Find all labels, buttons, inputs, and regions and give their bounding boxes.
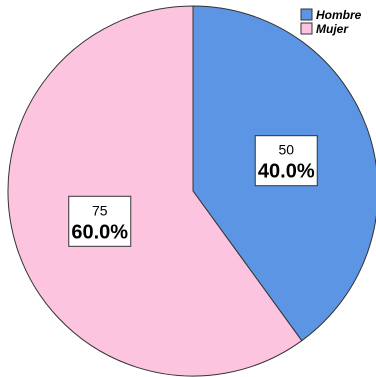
data-label-box bbox=[254, 135, 318, 187]
data-label-count: 75 bbox=[92, 202, 108, 218]
legend-label-hombre: Hombre bbox=[316, 8, 362, 22]
pie-slices bbox=[7, 5, 376, 377]
pie-slice-mujer bbox=[7, 5, 303, 377]
pie-labels: 50 40.0% 75 60.0% bbox=[68, 135, 318, 247]
data-label-percent: 40.0% bbox=[258, 161, 315, 183]
data-label-count: 50 bbox=[278, 142, 294, 158]
data-label-hombre: 50 40.0% bbox=[254, 135, 318, 187]
data-label-percent: 60.0% bbox=[71, 221, 128, 243]
legend-swatch-mujer bbox=[300, 22, 313, 35]
data-label-box bbox=[68, 195, 132, 247]
data-label-mujer: 75 60.0% bbox=[68, 195, 132, 247]
legend-label-mujer: Mujer bbox=[316, 22, 349, 36]
legend-swatch-hombre bbox=[300, 8, 313, 21]
